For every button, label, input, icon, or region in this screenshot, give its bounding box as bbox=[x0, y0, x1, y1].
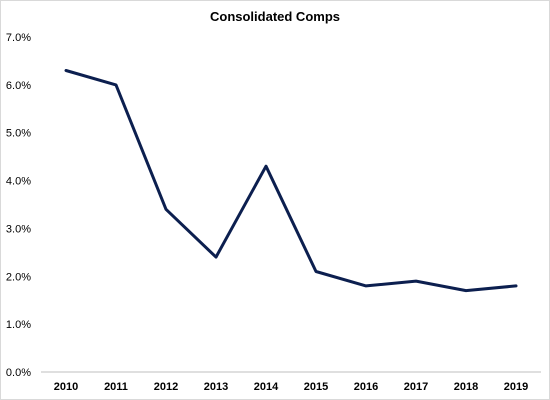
x-tick-label: 2016 bbox=[354, 381, 378, 393]
x-axis-labels: 2010 2011 2012 2013 2014 2015 2016 2017 2018 2019 bbox=[54, 381, 528, 393]
y-tick-label: 4.0% bbox=[6, 176, 31, 188]
y-axis-labels: 0.0% 1.0% 2.0% 3.0% 4.0% 5.0% 6.0% 7.0% bbox=[6, 32, 31, 379]
y-tick-label: 1.0% bbox=[6, 319, 31, 331]
y-tick-label: 0.0% bbox=[6, 367, 31, 379]
x-tick-label: 2013 bbox=[204, 381, 228, 393]
y-tick-label: 3.0% bbox=[6, 223, 31, 235]
x-tick-label: 2019 bbox=[504, 381, 528, 393]
series-line bbox=[64, 69, 518, 293]
chart-title: Consolidated Comps bbox=[209, 9, 340, 24]
x-tick-label: 2017 bbox=[404, 381, 428, 393]
x-tick-label: 2015 bbox=[304, 381, 328, 393]
x-tick-label: 2010 bbox=[54, 381, 78, 393]
x-tick-label: 2011 bbox=[104, 381, 128, 393]
x-tick-label: 2018 bbox=[454, 381, 478, 393]
y-tick-label: 7.0% bbox=[6, 32, 31, 44]
x-tick-label: 2014 bbox=[254, 381, 279, 393]
y-tick-label: 2.0% bbox=[6, 271, 31, 283]
y-tick-label: 6.0% bbox=[6, 80, 31, 92]
y-tick-label: 5.0% bbox=[6, 128, 31, 140]
x-tick-label: 2012 bbox=[154, 381, 178, 393]
